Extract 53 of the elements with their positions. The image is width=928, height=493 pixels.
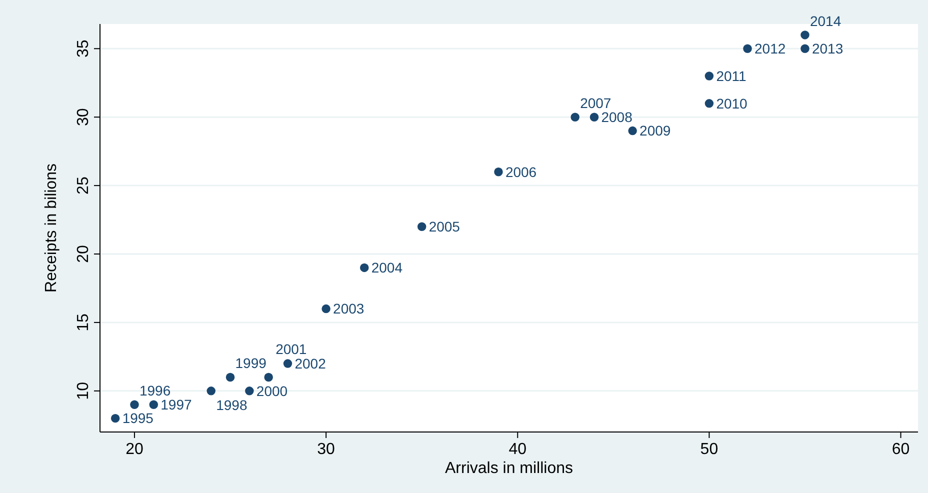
point	[743, 44, 752, 54]
annotation: 2002	[294, 355, 326, 372]
y-axis-title: Receipts in bilions	[43, 164, 60, 292]
annotation: 2005	[428, 218, 460, 235]
annotation: 2007	[580, 95, 612, 111]
point	[206, 386, 216, 396]
point	[226, 372, 235, 382]
point	[322, 304, 330, 314]
point	[245, 386, 254, 396]
annotation: 1997	[160, 396, 192, 413]
annotation: 1996	[139, 382, 171, 399]
annotation: 2003	[333, 300, 364, 317]
y-tick-label: 15	[75, 313, 92, 332]
point	[590, 112, 599, 122]
annotation: 2000	[256, 382, 288, 399]
annotation: 2013	[812, 40, 844, 57]
annotation: 2008	[601, 109, 633, 125]
point	[800, 30, 810, 40]
point	[130, 400, 139, 409]
annotation: 2010	[716, 95, 748, 112]
point	[360, 263, 369, 272]
x-tick-label: 50	[700, 441, 718, 458]
point	[264, 372, 273, 382]
point	[704, 72, 714, 80]
point	[570, 112, 580, 122]
point	[800, 44, 810, 54]
point	[704, 99, 714, 108]
point	[494, 168, 503, 176]
x-tick-label: 30	[317, 441, 336, 458]
x-tick-label: 40	[508, 441, 527, 458]
point	[417, 222, 426, 231]
x-axis-title: Arrivals in millions	[444, 460, 574, 477]
y-tick-label: 25	[75, 176, 92, 194]
annotation: 2006	[505, 164, 537, 180]
y-tick-label: 20	[75, 245, 92, 263]
x-tick-label: 60	[892, 441, 910, 458]
x-tick-label: 20	[126, 441, 144, 458]
annotation: 2004	[371, 260, 403, 276]
annotation: 2012	[754, 40, 786, 57]
annotation: 2009	[640, 122, 671, 139]
annotation: 1999	[235, 355, 267, 372]
point	[149, 400, 158, 409]
annotation: 2014	[810, 12, 842, 29]
y-tick-label: 35	[75, 40, 92, 58]
annotation: 2011	[716, 68, 747, 84]
y-tick-label: 10	[75, 382, 92, 400]
annotation: 1995	[122, 410, 154, 426]
y-tick-label: 30	[75, 108, 92, 126]
point	[628, 126, 637, 136]
annotation: 2001	[276, 341, 307, 358]
point	[110, 414, 120, 423]
point	[283, 359, 292, 368]
annotation: 1998	[216, 396, 248, 413]
